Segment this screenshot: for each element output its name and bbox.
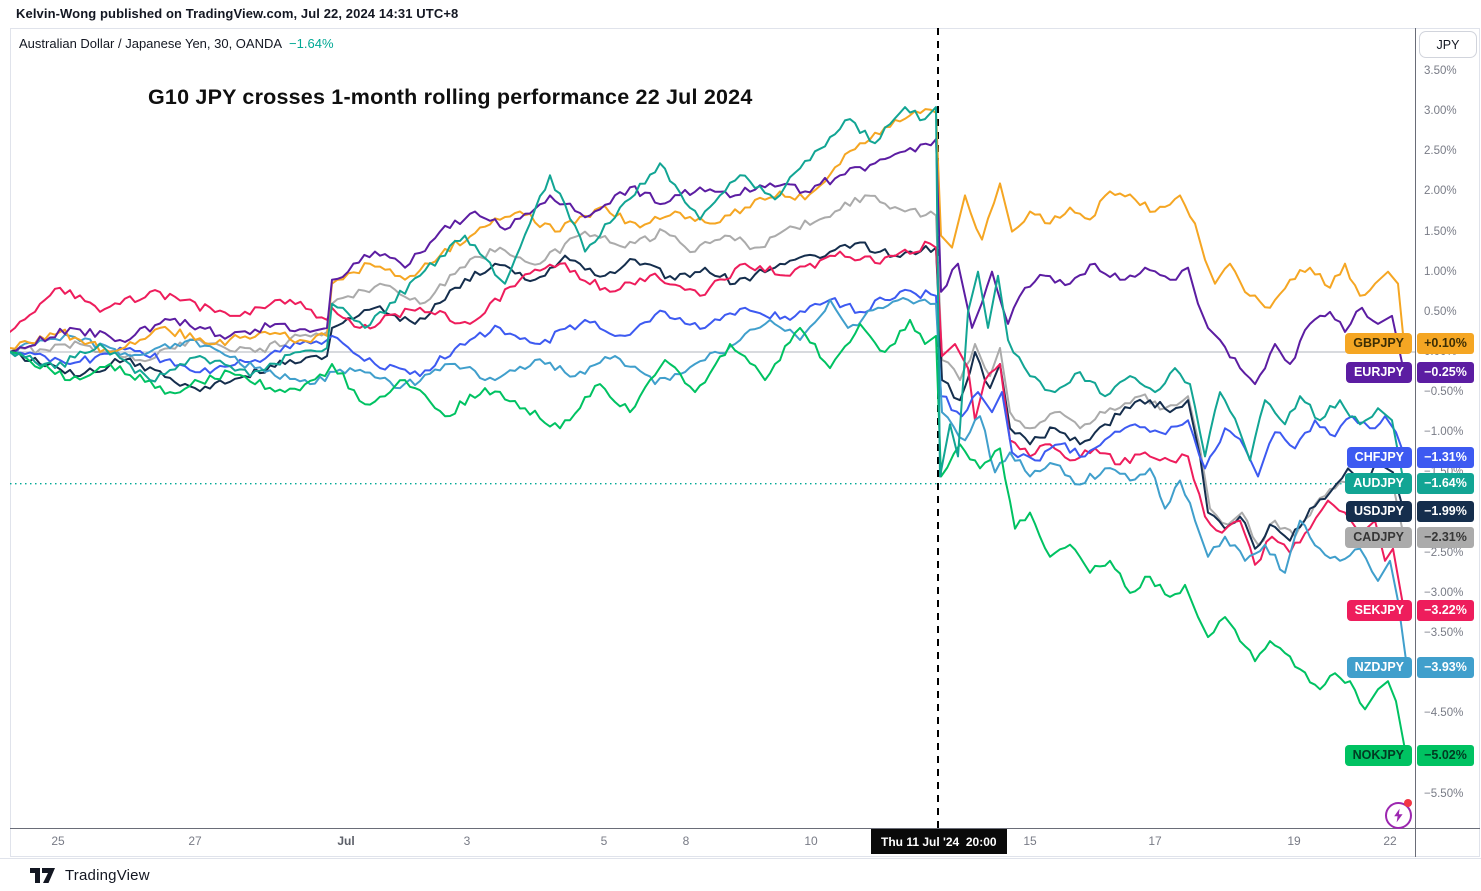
series-name-badge-USDJPY[interactable]: USDJPY bbox=[1345, 501, 1412, 523]
tradingview-logo-icon[interactable] bbox=[30, 867, 56, 884]
notification-dot bbox=[1404, 799, 1412, 807]
price-tick-label: −3.50% bbox=[1424, 627, 1464, 640]
price-tick-label: −5.50% bbox=[1424, 787, 1464, 800]
time-tick-label: 27 bbox=[188, 834, 202, 848]
series-value-badge-USDJPY: −1.99% bbox=[1417, 501, 1474, 523]
price-tick-label: −4.50% bbox=[1424, 707, 1464, 720]
price-axis-separator bbox=[1415, 28, 1416, 857]
time-tick-label: 8 bbox=[682, 834, 690, 848]
time-tick-label: 5 bbox=[600, 834, 608, 848]
price-tick-label: 1.00% bbox=[1424, 265, 1457, 278]
price-axis-currency-button[interactable]: JPY bbox=[1419, 31, 1477, 58]
chart-title: G10 JPY crosses 1-month rolling performa… bbox=[148, 85, 753, 109]
flash-icon[interactable] bbox=[1385, 802, 1412, 829]
footer-bar: TradingView bbox=[0, 858, 1481, 891]
series-value-badge-AUDJPY: −1.64% bbox=[1417, 473, 1474, 495]
price-tick-label: 2.00% bbox=[1424, 185, 1457, 198]
series-name-badge-CHFJPY[interactable]: CHFJPY bbox=[1346, 446, 1412, 468]
series-value-badge-GBPJPY: +0.10% bbox=[1417, 333, 1474, 355]
series-line-AUDJPY bbox=[10, 106, 1405, 485]
chart-frame bbox=[10, 28, 1480, 857]
time-axis-separator bbox=[10, 828, 1480, 829]
symbol-change-value: −1.64% bbox=[289, 36, 334, 51]
series-name-badge-EURJPY[interactable]: EURJPY bbox=[1345, 361, 1412, 383]
series-value-badge-NZDJPY: −3.93% bbox=[1417, 657, 1474, 679]
time-tick-label: 17 bbox=[1148, 834, 1162, 848]
price-tick-label: 1.50% bbox=[1424, 225, 1457, 238]
series-value-badge-CADJPY: −2.31% bbox=[1417, 526, 1474, 548]
symbol-legend[interactable]: Australian Dollar / Japanese Yen, 30, OA… bbox=[19, 36, 334, 51]
price-tick-label: −3.00% bbox=[1424, 586, 1464, 599]
price-tick-label: 2.50% bbox=[1424, 145, 1457, 158]
series-name-badge-NOKJPY[interactable]: NOKJPY bbox=[1344, 744, 1412, 766]
series-name-badge-GBPJPY[interactable]: GBPJPY bbox=[1345, 333, 1412, 355]
series-line-CADJPY bbox=[10, 194, 1405, 546]
time-tick-label: 10 bbox=[804, 834, 818, 848]
series-line-CHFJPY bbox=[10, 288, 1406, 478]
series-name-badge-SEKJPY[interactable]: SEKJPY bbox=[1346, 600, 1412, 622]
chart-plot[interactable] bbox=[10, 28, 1415, 828]
price-tick-label: 0.50% bbox=[1424, 305, 1457, 318]
series-name-badge-AUDJPY[interactable]: AUDJPY bbox=[1345, 473, 1412, 495]
series-value-badge-CHFJPY: −1.31% bbox=[1417, 446, 1474, 468]
series-line-USDJPY bbox=[10, 241, 1405, 550]
series-line-SEKJPY bbox=[10, 240, 1405, 612]
price-tick-label: 3.50% bbox=[1424, 64, 1457, 77]
time-tick-label: 3 bbox=[463, 834, 471, 848]
series-line-EURJPY bbox=[10, 138, 1405, 386]
series-line-NOKJPY bbox=[10, 318, 1407, 757]
series-value-badge-EURJPY: −0.25% bbox=[1417, 361, 1474, 383]
price-tick-label: −1.00% bbox=[1424, 426, 1464, 439]
attribution-text: Kelvin-Wong published on TradingView.com… bbox=[16, 6, 459, 21]
series-line-NZDJPY bbox=[10, 297, 1408, 669]
price-tick-label: 3.00% bbox=[1424, 105, 1457, 118]
price-tick-label: −0.50% bbox=[1424, 386, 1464, 399]
footer-brand-text[interactable]: TradingView bbox=[65, 866, 150, 884]
event-time-badge: Thu 11 Jul '24 20:00 bbox=[871, 829, 1007, 854]
time-tick-label: 22 bbox=[1383, 834, 1397, 848]
symbol-title: Australian Dollar / Japanese Yen, 30, OA… bbox=[19, 36, 283, 51]
time-tick-label: 15 bbox=[1023, 834, 1037, 848]
price-tick-label: −2.50% bbox=[1424, 546, 1464, 559]
series-name-badge-NZDJPY[interactable]: NZDJPY bbox=[1346, 657, 1412, 679]
series-name-badge-CADJPY[interactable]: CADJPY bbox=[1345, 526, 1412, 548]
series-value-badge-SEKJPY: −3.22% bbox=[1417, 600, 1474, 622]
time-tick-label: 25 bbox=[51, 834, 65, 848]
time-tick-label: 19 bbox=[1287, 834, 1301, 848]
time-tick-label: Jul bbox=[337, 834, 355, 848]
lightning-bolt-icon bbox=[1394, 808, 1403, 823]
series-value-badge-NOKJPY: −5.02% bbox=[1417, 744, 1474, 766]
series-line-GBPJPY bbox=[10, 108, 1405, 353]
